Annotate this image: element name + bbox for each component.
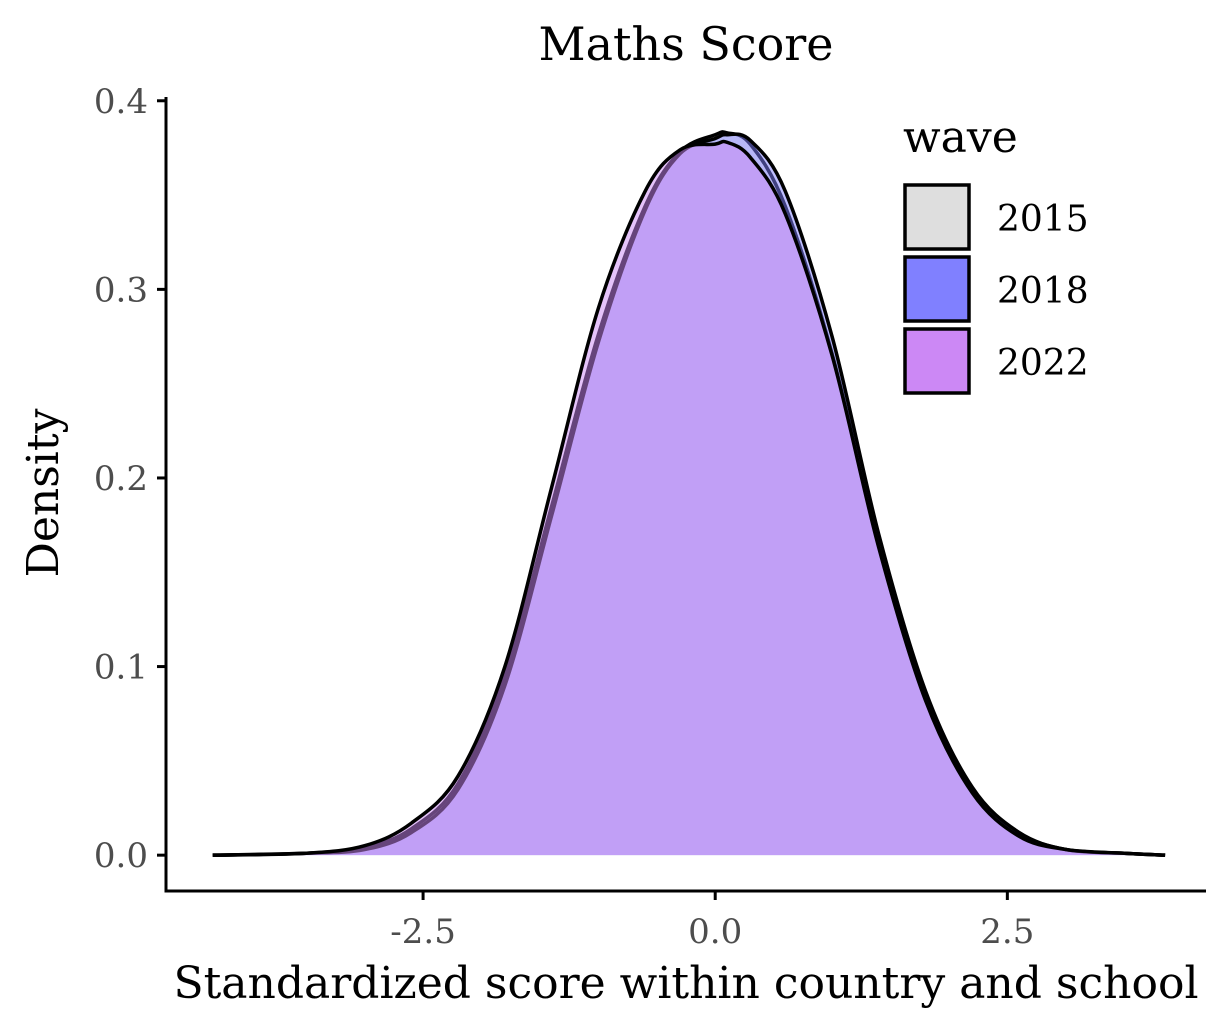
density-series-2022 bbox=[212, 139, 1166, 857]
legend-label-2018: 2018 bbox=[997, 271, 1089, 312]
legend-item-2015: 2015 bbox=[903, 183, 1089, 251]
legend-item-2018: 2018 bbox=[903, 255, 1089, 323]
x-tick-label: -2.5 bbox=[390, 912, 456, 952]
density-line-2022 bbox=[212, 139, 1166, 857]
x-tick-label: 2.5 bbox=[980, 912, 1034, 952]
x-tick-label: 0.0 bbox=[688, 912, 742, 952]
legend-items: 2015 2018 2022 bbox=[903, 183, 1089, 395]
legend-title: wave bbox=[903, 112, 1018, 163]
y-axis-title: Density bbox=[18, 408, 69, 577]
x-axis: -2.5 0.0 2.5 bbox=[390, 891, 1034, 952]
x-axis-title: Standardized score within country and sc… bbox=[173, 958, 1198, 1009]
y-tick-label: 0.0 bbox=[94, 836, 148, 876]
y-tick-label: 0.2 bbox=[94, 459, 148, 499]
y-tick-label: 0.1 bbox=[94, 648, 148, 688]
legend: wave 2015 2018 2022 bbox=[903, 112, 1089, 395]
legend-item-2022: 2022 bbox=[903, 327, 1089, 395]
legend-swatch-2015 bbox=[903, 183, 971, 251]
y-tick-label: 0.3 bbox=[94, 270, 148, 310]
y-axis: 0.0 0.1 0.2 0.3 0.4 bbox=[94, 82, 166, 876]
legend-swatch-2022 bbox=[903, 327, 971, 395]
legend-swatch-2018 bbox=[903, 255, 971, 323]
chart-title: Maths Score bbox=[538, 17, 833, 71]
density-area-2022 bbox=[212, 141, 1166, 856]
legend-label-2015: 2015 bbox=[997, 199, 1089, 240]
y-tick-label: 0.4 bbox=[94, 82, 148, 122]
plot-area bbox=[212, 130, 1166, 857]
legend-label-2022: 2022 bbox=[997, 343, 1089, 384]
